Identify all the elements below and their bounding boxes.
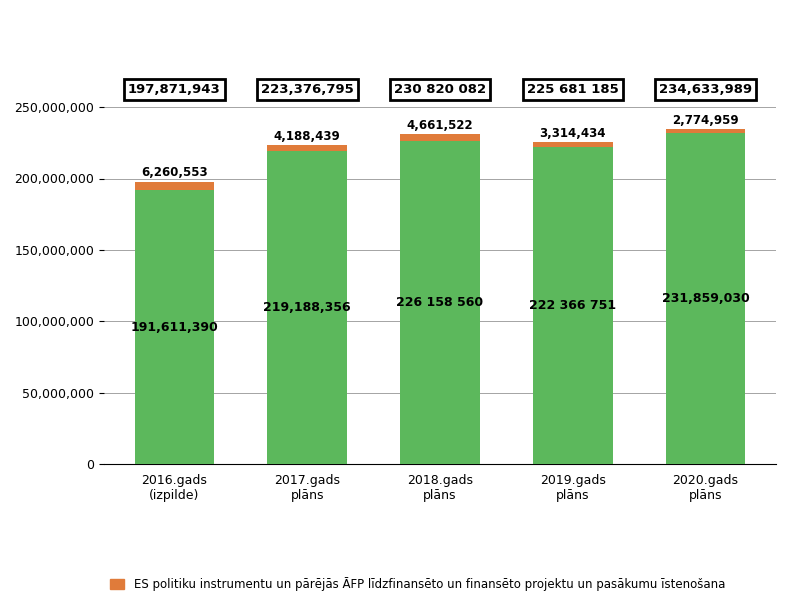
Text: 219,188,356: 219,188,356: [263, 301, 351, 314]
Text: 231,859,030: 231,859,030: [662, 292, 750, 305]
Bar: [400, 141, 480, 464]
Bar: [134, 190, 214, 464]
Text: 197,871,943: 197,871,943: [128, 83, 221, 96]
Legend: ES politiku instrumentu un pārējās ĀFP līdzfinansēto un finansēto projektu un pa: ES politiku instrumentu un pārējās ĀFP l…: [110, 577, 725, 595]
Bar: [666, 129, 746, 133]
Text: 4,188,439: 4,188,439: [274, 130, 341, 143]
Bar: [666, 133, 746, 464]
Text: 2,774,959: 2,774,959: [672, 114, 739, 127]
Text: 191,611,390: 191,611,390: [130, 321, 218, 334]
Bar: [533, 142, 613, 146]
Text: 230 820 082: 230 820 082: [394, 83, 486, 96]
Bar: [400, 134, 480, 141]
Text: 6,260,553: 6,260,553: [141, 167, 208, 180]
Bar: [267, 145, 347, 151]
Bar: [533, 146, 613, 464]
Text: 222 366 751: 222 366 751: [530, 299, 616, 312]
Text: 226 158 560: 226 158 560: [397, 296, 483, 309]
Text: 4,661,522: 4,661,522: [406, 120, 474, 132]
Bar: [267, 151, 347, 464]
Text: 234,633,989: 234,633,989: [659, 83, 752, 96]
Bar: [134, 181, 214, 190]
Text: 3,314,434: 3,314,434: [539, 127, 606, 140]
Text: 225 681 185: 225 681 185: [527, 83, 618, 96]
Text: 223,376,795: 223,376,795: [261, 83, 354, 96]
